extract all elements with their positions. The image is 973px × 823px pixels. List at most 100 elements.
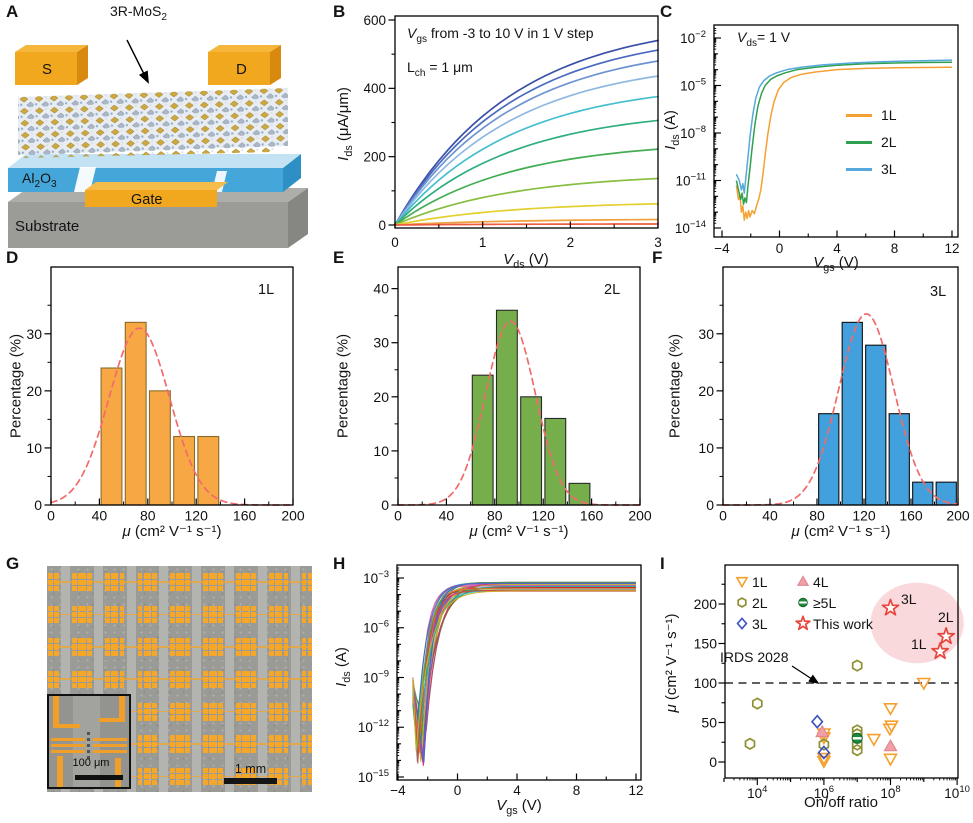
contact-pad <box>212 703 217 709</box>
contact-pad <box>152 676 158 683</box>
svg-text:600: 600 <box>363 13 386 28</box>
svg-text:0: 0 <box>391 235 399 250</box>
contact-pad <box>185 741 191 747</box>
svg-text:50: 50 <box>701 715 717 731</box>
contact-pad <box>179 573 185 579</box>
contact-pad <box>48 612 53 618</box>
svg-text:8: 8 <box>891 241 899 256</box>
svg-text:10−8: 10−8 <box>680 124 706 141</box>
contact-pad <box>179 767 185 774</box>
contact-pad <box>104 612 110 618</box>
contact-pad <box>137 612 143 618</box>
contact-pad <box>250 683 256 689</box>
contact-pad <box>244 703 250 709</box>
contact-pad <box>119 618 125 624</box>
contact-pad <box>236 579 241 585</box>
panel-label-d: D <box>6 248 19 267</box>
contact-pad <box>170 735 176 741</box>
contact-pad <box>48 605 53 612</box>
contact-pad <box>185 573 191 579</box>
svg-text:200: 200 <box>363 149 386 164</box>
svg-text:200: 200 <box>694 596 718 612</box>
contact-pad <box>146 644 152 650</box>
contact-pad <box>212 767 217 774</box>
contact-pad <box>48 676 53 683</box>
contact-pad <box>54 605 59 612</box>
svg-text:200: 200 <box>281 508 305 524</box>
contact-pad <box>242 670 247 676</box>
contact-pad <box>170 638 176 644</box>
contact-pad <box>218 747 223 754</box>
svg-text:0: 0 <box>394 508 402 524</box>
contact-pad <box>146 735 152 741</box>
contact-pad <box>137 605 143 612</box>
contact-pad <box>209 709 215 715</box>
contact-pad <box>203 670 209 676</box>
contact-pad <box>152 735 158 741</box>
contact-pad <box>301 585 307 592</box>
contact-pad <box>170 573 176 579</box>
contact-pad <box>301 780 307 786</box>
contact-pad <box>176 774 182 780</box>
contact-pad <box>185 644 191 650</box>
contact-pad <box>119 683 125 689</box>
svg-text:40: 40 <box>762 508 778 524</box>
contact-pad <box>170 709 176 715</box>
contact-pad <box>244 676 250 683</box>
contact-pad <box>185 774 191 780</box>
svg-text:120: 120 <box>852 508 876 524</box>
contact-pad <box>301 618 307 624</box>
contact-pad <box>212 683 217 689</box>
contact-pad <box>48 573 53 579</box>
contact-pad <box>146 747 152 754</box>
contact-pad <box>242 683 247 689</box>
contact-pad <box>277 579 283 585</box>
contact-pad <box>250 585 256 592</box>
contact-pad <box>236 650 241 656</box>
contact-pad <box>218 579 223 585</box>
contact-pad <box>283 709 289 715</box>
contact-pad <box>113 676 119 683</box>
f-y-axis-title: Percentage (%) <box>666 333 684 439</box>
contact-pad <box>203 579 209 585</box>
contact-pad <box>307 715 312 721</box>
contact-pad <box>212 638 217 644</box>
contact-pad <box>250 715 256 721</box>
inset-electrode <box>57 756 63 787</box>
svg-text:12: 12 <box>944 241 959 256</box>
contact-pad <box>54 644 59 650</box>
contact-pad <box>268 715 274 721</box>
svg-text:10: 10 <box>26 440 42 456</box>
contact-pad <box>152 670 158 676</box>
contact-pad <box>209 780 215 786</box>
contact-pad <box>283 715 289 721</box>
contact-pad <box>170 605 176 612</box>
contact-pad <box>212 585 217 592</box>
contact-pad <box>104 605 110 612</box>
c-legend-label: 1L <box>881 106 897 123</box>
contact-pad <box>301 638 307 644</box>
svg-text:120: 120 <box>185 508 209 524</box>
svg-text:−4: −4 <box>714 241 730 256</box>
contact-pad <box>268 709 274 715</box>
contact-pad <box>268 585 274 592</box>
contact-pad <box>283 676 289 683</box>
contact-pad <box>72 683 77 689</box>
contact-pad <box>104 585 110 592</box>
contact-pad <box>242 585 247 592</box>
contact-pad <box>137 709 143 715</box>
contact-pad <box>179 709 185 715</box>
contact-pad <box>301 612 307 618</box>
contact-pad <box>244 709 250 715</box>
contact-pad <box>244 644 250 650</box>
i-legend-label-1l: 1L <box>752 574 768 590</box>
svg-text:10−3: 10−3 <box>363 569 389 586</box>
contact-pad <box>86 638 92 644</box>
panel-label-a: A <box>6 2 19 21</box>
contact-pad <box>146 618 152 624</box>
e-corner-label: 2L <box>604 282 621 298</box>
contact-pad <box>236 774 241 780</box>
contact-pad <box>236 618 241 624</box>
panel-d-chart: 0 10 20 30 0 40 80 120 160 200 <box>26 266 305 524</box>
